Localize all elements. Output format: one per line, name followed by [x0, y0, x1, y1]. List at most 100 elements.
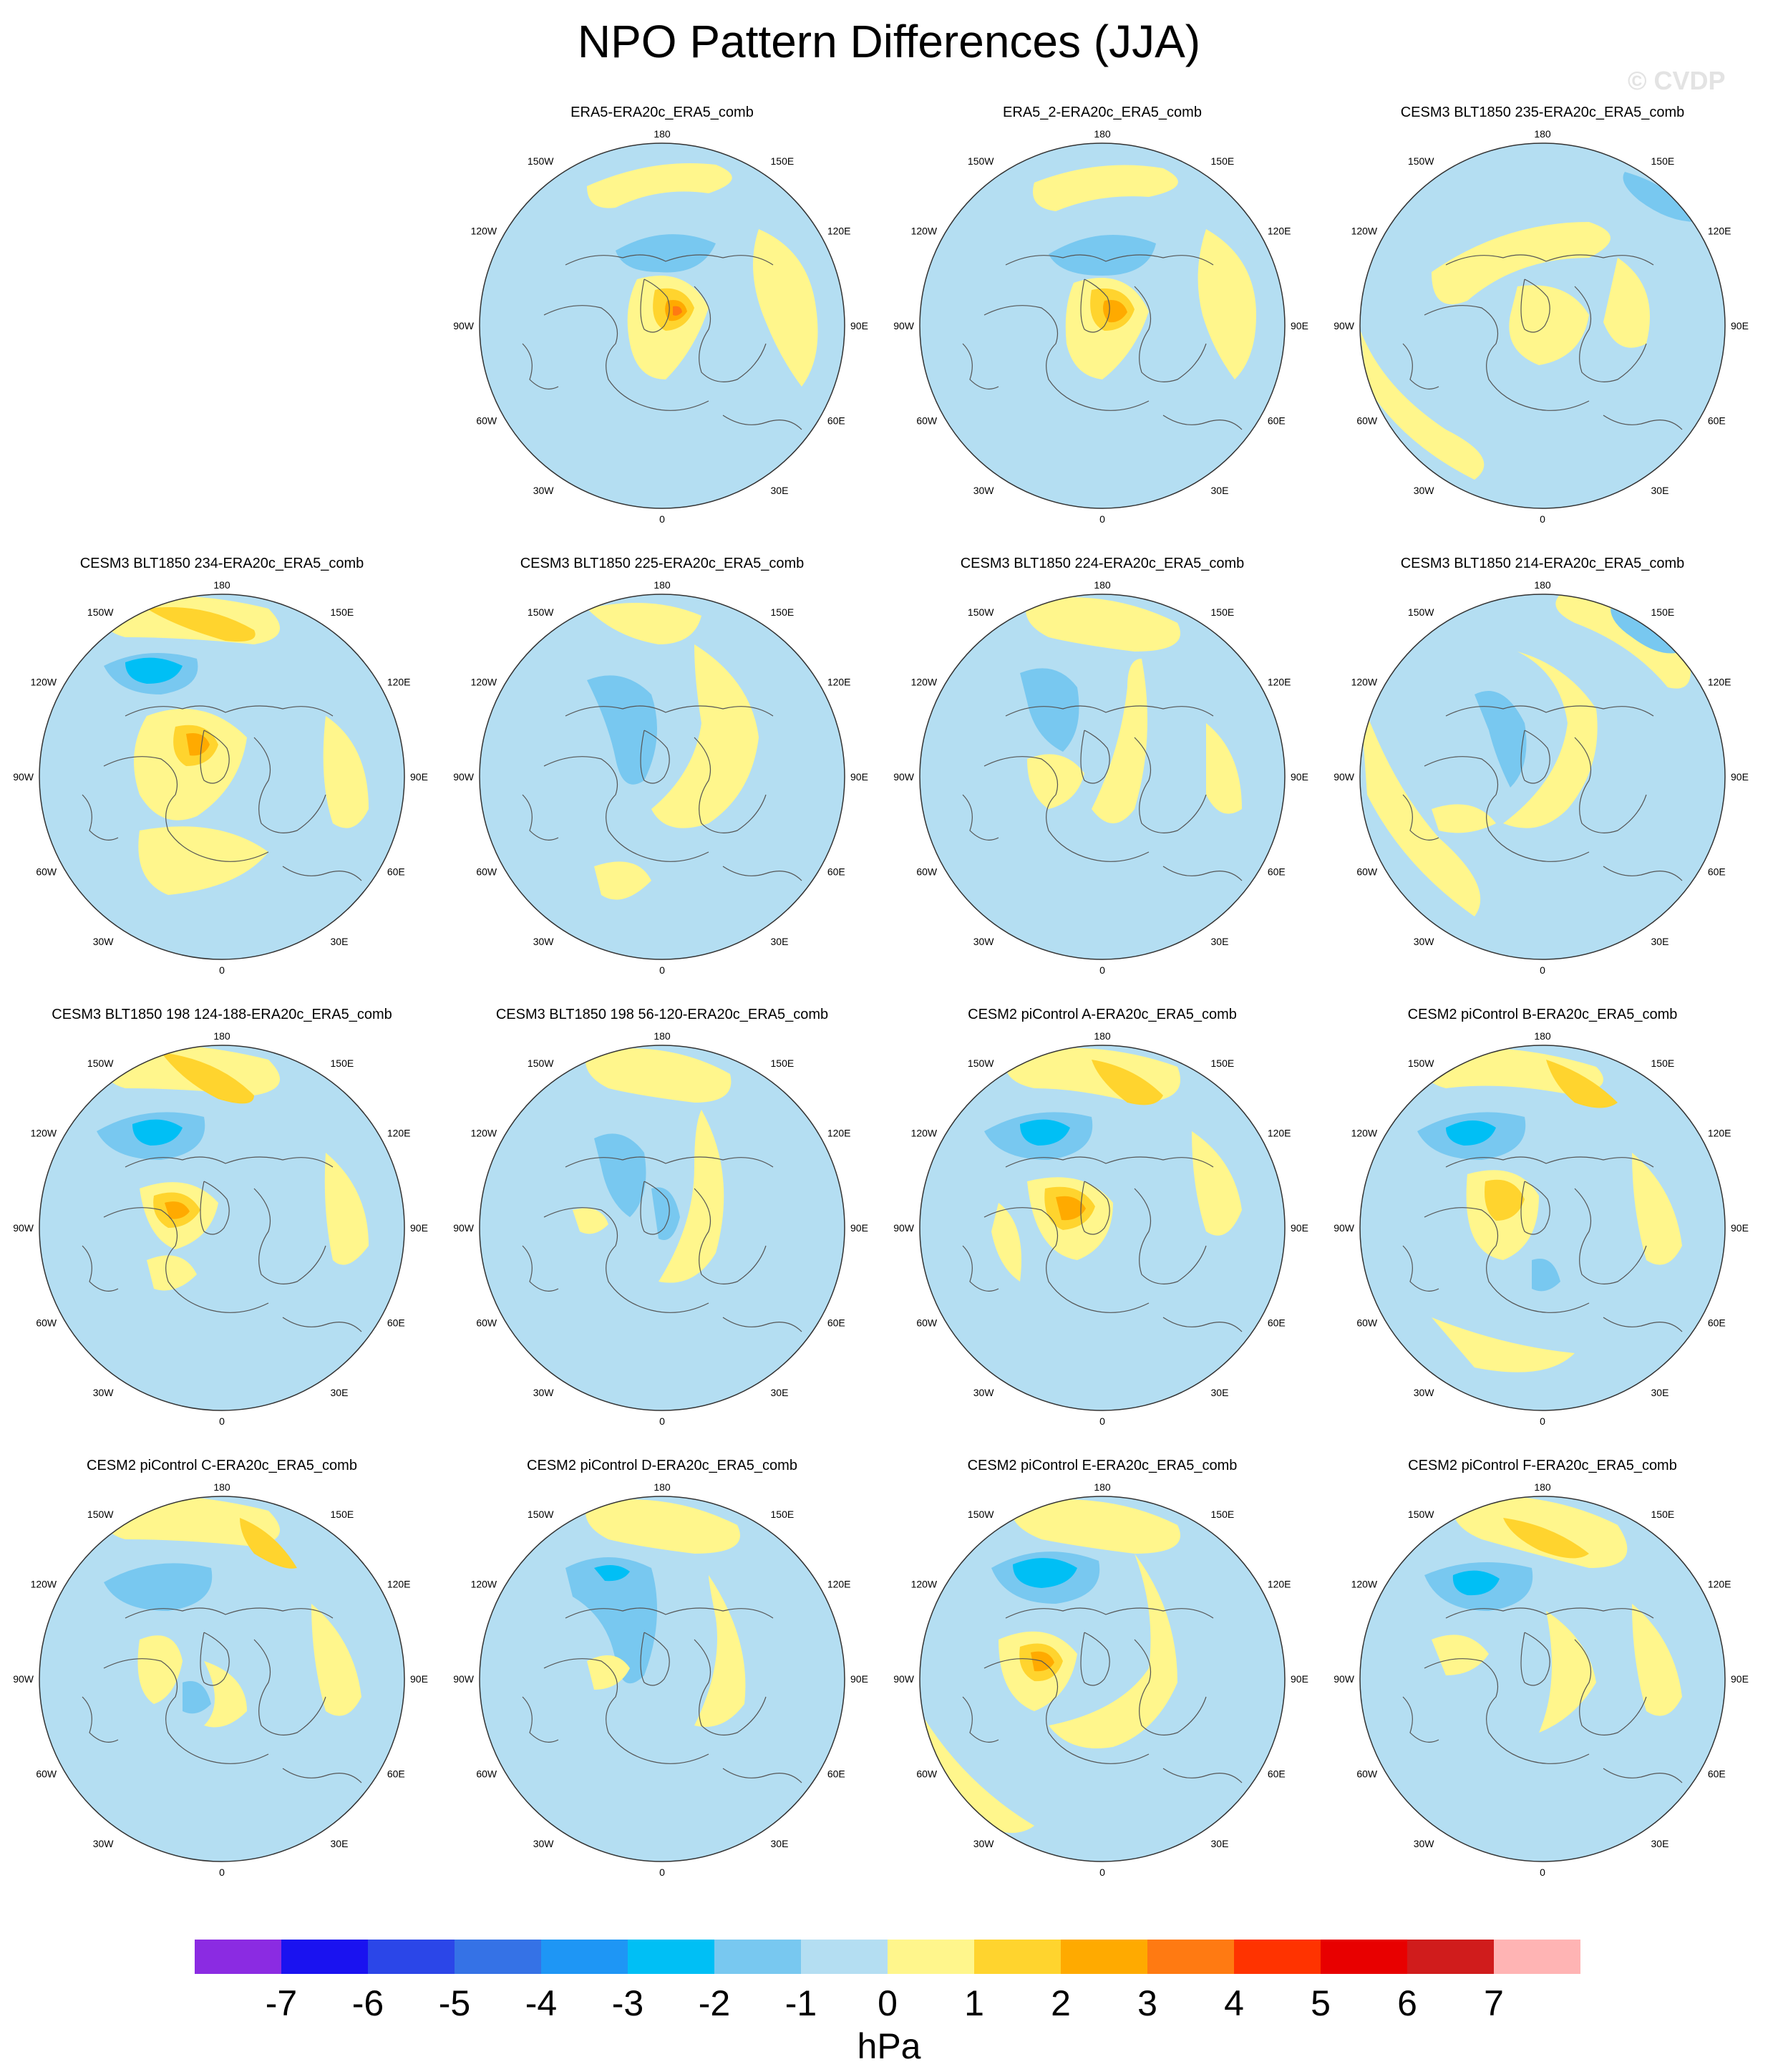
lon-label: 150E [1651, 1509, 1675, 1520]
polar-map: 180 0 150W 120W 90W 60W 30W 150E 120E 90E 60E 30E [1334, 579, 1749, 976]
field-contour-pos1 [586, 1048, 732, 1103]
panel-title: CESM3 BLT1850 224-ERA20c_ERA5_comb [960, 556, 1245, 571]
field-contour-pos1 [324, 1153, 369, 1265]
field-contour-pos3 [1056, 1196, 1086, 1221]
field-contour-pos1 [1360, 694, 1481, 916]
coastline [962, 794, 999, 841]
field-contour-pos2 [1546, 1060, 1618, 1108]
lon-label: 180 [654, 128, 671, 140]
panel-title: CESM3 BLT1850 234-ERA20c_ERA5_comb [79, 556, 364, 571]
field-contour-pos1 [991, 1203, 1021, 1282]
lon-label: 90W [453, 320, 475, 331]
coastline [282, 1317, 362, 1332]
lon-label: 150W [528, 155, 554, 167]
map-border [919, 594, 1286, 960]
lon-label: 90E [850, 320, 868, 331]
coastline [1574, 737, 1647, 833]
lon-label: 0 [1540, 964, 1545, 976]
coastline [1520, 279, 1550, 333]
map-panel: CESM2 piControl B-ERA20c_ERA5_comb 180 0 15… [1321, 1006, 1764, 1436]
lon-label: 120E [387, 1579, 411, 1590]
lon-label: 180 [1534, 128, 1551, 140]
coastline [1603, 1317, 1683, 1332]
field-contour-neg2 [132, 1119, 183, 1146]
coastline [1445, 705, 1654, 717]
lon-label: 150E [1651, 155, 1675, 167]
map-panel: CESM3 BLT1850 225-ERA20c_ERA5_comb 180 0 15… [440, 555, 884, 984]
lon-label: 150W [87, 1057, 114, 1069]
lon-label: 120E [387, 1128, 411, 1139]
lon-label: 60W [916, 1768, 938, 1780]
coastline [640, 1632, 670, 1686]
lon-label: 150W [1408, 155, 1434, 167]
map-border [919, 142, 1286, 509]
lon-label: 0 [1099, 1867, 1105, 1878]
coastline [1424, 1658, 1590, 1764]
map-panel: ERA5-ERA20c_ERA5_comb 180 0 150W 120W 90W 60W 3… [440, 104, 884, 533]
lon-label: 60W [1356, 1317, 1378, 1329]
coastline [1574, 1188, 1647, 1284]
coastline [103, 1658, 269, 1764]
colorbar-tick-label: -2 [698, 1983, 731, 2023]
lon-label: 180 [213, 579, 230, 591]
lon-label: 90E [1731, 1222, 1749, 1234]
coastline [694, 737, 767, 833]
lon-label: 60E [1708, 1768, 1726, 1780]
lon-label: 30W [93, 1838, 115, 1849]
field-contour-neg1 [1475, 691, 1527, 788]
lon-label: 120E [1708, 677, 1731, 688]
field-contour-pos1 [1432, 804, 1496, 833]
lon-label: 150W [1408, 1057, 1434, 1069]
lon-label: 150E [1211, 155, 1235, 167]
coastline [722, 1317, 802, 1332]
lon-label: 60E [827, 1768, 845, 1780]
field-contour-pos1 [594, 861, 651, 900]
map-panel: ERA5_2-ERA20c_ERA5_comb 180 0 150W 120W 90W 60… [880, 104, 1324, 533]
lon-label: 30E [1211, 1387, 1229, 1398]
field-contour-neg1 [183, 1681, 211, 1714]
lon-label: 30W [533, 1387, 555, 1398]
lon-label: 30E [331, 1387, 349, 1398]
map-border [479, 1045, 845, 1411]
lon-label: 60W [1356, 415, 1378, 427]
field-contour-pos2 [1092, 1060, 1163, 1105]
lon-label: 120W [31, 1579, 57, 1590]
colorbar-swatch [195, 1940, 281, 1974]
field-contour-neg1 [1532, 1259, 1560, 1292]
coastline [1445, 1156, 1654, 1168]
field-contour-pos1 [138, 826, 268, 895]
coastline [1402, 343, 1439, 389]
lon-label: 180 [1094, 128, 1111, 140]
lon-label: 120W [1351, 1128, 1378, 1139]
lon-label: 0 [659, 513, 665, 525]
field-contour-pos2 [161, 1052, 254, 1104]
lon-label: 60E [827, 1317, 845, 1329]
coastline [1162, 1317, 1243, 1332]
lon-label: 150W [528, 1509, 554, 1520]
lon-label: 30W [973, 936, 995, 947]
map-panel: CESM2 piControl D-ERA20c_ERA5_comb 180 0 15… [440, 1457, 884, 1887]
lon-label: 0 [1540, 1415, 1545, 1427]
lon-label: 150W [968, 1509, 994, 1520]
lon-label: 120E [827, 1579, 851, 1590]
lon-label: 90W [13, 1222, 34, 1234]
lon-label: 90W [13, 1673, 34, 1685]
lon-label: 0 [1099, 1415, 1105, 1427]
colorbar-swatch [628, 1940, 714, 1974]
lon-label: 180 [213, 1030, 230, 1042]
coastline [962, 1696, 999, 1743]
lon-label: 180 [1534, 1481, 1551, 1493]
lon-label: 180 [654, 579, 671, 591]
coastline [722, 866, 802, 881]
lon-label: 90W [453, 1673, 475, 1685]
lon-label: 150W [528, 1057, 554, 1069]
lon-label: 0 [219, 1415, 225, 1427]
field-contour-neg1 [1049, 235, 1156, 276]
lon-label: 60E [827, 866, 845, 878]
coastline [962, 343, 999, 389]
lon-label: 120W [911, 677, 938, 688]
lon-label: 150E [771, 1057, 795, 1069]
coastline [125, 1156, 334, 1168]
coastline [125, 705, 334, 717]
colorbar-swatch [1061, 1940, 1147, 1974]
